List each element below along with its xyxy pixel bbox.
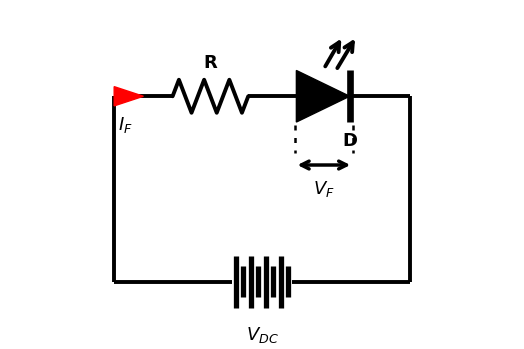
Polygon shape (114, 87, 144, 106)
Polygon shape (297, 70, 350, 122)
Text: $I_F$: $I_F$ (117, 115, 133, 135)
Text: $V_F$: $V_F$ (313, 179, 335, 199)
Text: R: R (203, 54, 217, 72)
Text: D: D (342, 132, 357, 150)
Text: $V_{DC}$: $V_{DC}$ (246, 325, 278, 345)
